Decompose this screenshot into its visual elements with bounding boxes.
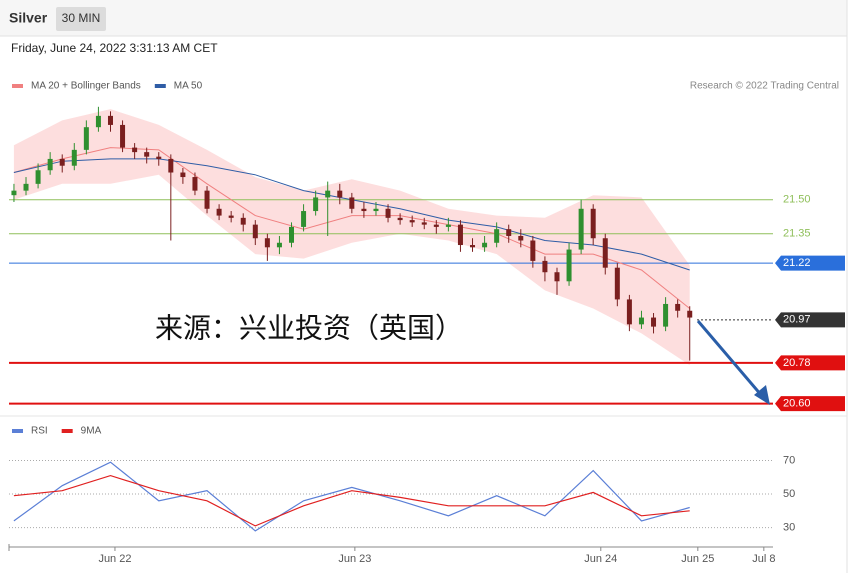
level-label: 20.97 [783, 314, 811, 326]
candle-body [337, 190, 343, 198]
candle-body [361, 208, 367, 212]
candle-body [530, 240, 536, 261]
candle-body [457, 224, 463, 246]
series-line [13, 474, 690, 527]
candle-body [602, 238, 608, 268]
level-label: 21.50 [783, 194, 811, 206]
candle-body [107, 115, 113, 125]
candle-body [313, 197, 319, 212]
candle-body [264, 238, 270, 248]
legend-label: 9MA [81, 426, 102, 437]
legend-swatch [12, 84, 23, 88]
candle-body [35, 170, 41, 184]
candle-body [11, 190, 17, 196]
y-tick-label: 70 [783, 454, 795, 466]
interval-badge[interactable] [56, 7, 106, 31]
level-label: 21.35 [783, 228, 811, 240]
candle-body [228, 215, 234, 218]
level-box [775, 255, 845, 271]
candle-body [675, 303, 681, 311]
x-tick-label: Jun 22 [98, 553, 131, 565]
candle-body [385, 208, 391, 218]
x-tick-label: Jun 25 [681, 553, 714, 565]
legend-swatch [61, 429, 73, 433]
x-tick-label: Jul 8 [752, 553, 775, 565]
candle-body [325, 190, 331, 198]
level-label: 20.60 [783, 398, 811, 410]
candle-body [554, 272, 560, 282]
candle-body [132, 147, 138, 153]
legend-label: MA 50 [174, 81, 203, 92]
forecast-arrow [696, 320, 764, 397]
interval[interactable]: 30 MIN [62, 11, 101, 25]
plot-layer: 21.50 21.35 21.22 20.97 20.78 20.60 MA 20 + Bo… [8, 81, 845, 565]
candle-body [518, 235, 524, 241]
candle-body [144, 152, 150, 157]
candle-body [494, 229, 500, 243]
candle-body [578, 208, 584, 250]
candle-body [23, 183, 29, 191]
candle-body [687, 310, 693, 318]
timestamp: Friday, June 24, 2022 3:31:13 AM CET [11, 41, 218, 55]
level-label: 20.78 [783, 357, 811, 369]
candle-body [566, 249, 572, 282]
candle-body [470, 245, 476, 248]
candle-body [373, 208, 379, 212]
legend-swatch [12, 429, 23, 433]
candle-body [168, 158, 174, 173]
level-box [775, 312, 845, 328]
candle-body [289, 226, 295, 243]
candle-body [349, 197, 355, 209]
candle-body [638, 317, 644, 325]
legend-label: MA 20 + Bollinger Bands [31, 81, 141, 92]
candle-body [240, 217, 246, 225]
candle-body [95, 115, 101, 128]
candle-body [83, 127, 89, 150]
candle-body [433, 224, 439, 227]
forecast-arrowhead [754, 385, 770, 405]
candle-body [71, 149, 77, 166]
y-tick-label: 30 [783, 521, 795, 533]
symbol: Silver [9, 10, 48, 26]
candle-body [421, 222, 427, 225]
candle-body [204, 190, 210, 209]
series-line [13, 461, 690, 532]
credit: Research © 2022 Trading Central [690, 81, 839, 92]
candle-body [542, 260, 548, 273]
candle-body [651, 317, 657, 327]
candle-body [156, 156, 162, 159]
candle-body [276, 242, 282, 248]
candle-body [663, 303, 669, 327]
candle-body [301, 211, 307, 227]
candle-body [614, 267, 620, 300]
x-tick-label: Jun 23 [338, 553, 371, 565]
candle-body [120, 124, 126, 148]
candle-body [397, 217, 403, 221]
y-tick-label: 50 [783, 488, 795, 500]
legend-label: RSI [31, 426, 48, 437]
candle-body [482, 242, 488, 248]
annotation: 来源：兴业投资（英国） [155, 312, 463, 343]
candle-body [180, 172, 186, 178]
legend-swatch [154, 84, 166, 88]
level-box [775, 396, 845, 412]
candle-body [192, 177, 198, 191]
candle-body [590, 208, 596, 239]
candle-body [445, 224, 451, 227]
candle-body [59, 158, 65, 166]
header-bar [0, 0, 847, 36]
level-box [775, 355, 845, 371]
ma-line [13, 147, 691, 309]
x-tick-label: Jun 24 [584, 553, 617, 565]
candle-body [409, 220, 415, 223]
candle-body [47, 158, 53, 171]
level-label: 21.22 [783, 257, 811, 269]
candle-body [252, 224, 258, 239]
candle-body [506, 229, 512, 236]
candle-body [216, 208, 222, 216]
candle-body [626, 299, 632, 325]
